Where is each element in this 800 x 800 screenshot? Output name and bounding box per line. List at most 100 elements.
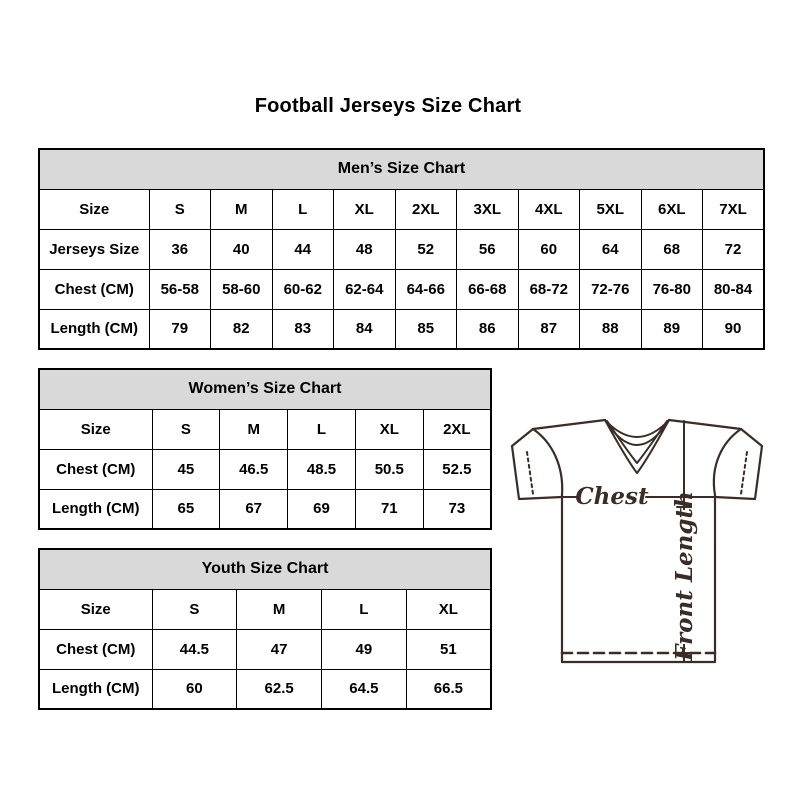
table-row: Length (CM) 60 62.5 64.5 66.5 [38, 668, 492, 710]
table-row: Chest (CM) 45 46.5 48.5 50.5 52.5 [38, 448, 492, 490]
womens-size-table: Women’s Size Chart Size S M L XL 2XL Chest (CM)… [38, 368, 492, 530]
value-cell: 66-68 [456, 268, 519, 310]
value-cell: 68-72 [517, 268, 580, 310]
table-row: Size S M L XL 2XL 3XL 4XL 5XL 6XL 7XL [38, 188, 765, 230]
value-cell: 65 [151, 488, 221, 530]
chest-label: Chest [575, 483, 649, 510]
value-cell: 85 [394, 308, 457, 350]
value-cell: 80-84 [702, 268, 765, 310]
value-cell: 60 [151, 668, 238, 710]
value-cell: 67 [219, 488, 289, 530]
value-cell: S [151, 588, 238, 630]
value-cell: 62.5 [236, 668, 322, 710]
jersey-outline [510, 418, 764, 664]
value-cell: 44 [271, 228, 334, 270]
row-label-cell: Chest (CM) [38, 448, 153, 490]
value-cell: 51 [405, 628, 492, 670]
value-cell: S [151, 408, 221, 450]
value-cell: 60-62 [271, 268, 334, 310]
table-section-title: Youth Size Chart [38, 548, 492, 590]
value-cell: 64-66 [394, 268, 457, 310]
value-cell: 2XL [394, 188, 457, 230]
value-cell: 83 [271, 308, 334, 350]
row-label-cell: Length (CM) [38, 488, 153, 530]
value-cell: 45 [151, 448, 221, 490]
value-cell: 90 [702, 308, 765, 350]
table-section-title: Women’s Size Chart [38, 368, 492, 410]
row-label-cell: Size [38, 408, 153, 450]
row-label-cell: Chest (CM) [38, 268, 150, 310]
table-row: Length (CM) 65 67 69 71 73 [38, 488, 492, 530]
value-cell: 52.5 [422, 448, 492, 490]
value-cell: 60 [517, 228, 580, 270]
value-cell: XL [354, 408, 424, 450]
collar [604, 419, 670, 474]
jersey-measurement-diagram: Chest Front Length [500, 400, 780, 680]
value-cell: 62-64 [333, 268, 396, 310]
page-title: Football Jerseys Size Chart [254, 95, 522, 117]
value-cell: M [210, 188, 273, 230]
row-label-cell: Size [38, 188, 150, 230]
value-cell: 4XL [517, 188, 580, 230]
value-cell: 79 [148, 308, 211, 350]
table-row: Chest (CM) 44.5 47 49 51 [38, 628, 492, 670]
value-cell: 64 [579, 228, 642, 270]
value-cell: 50.5 [354, 448, 424, 490]
value-cell: 72 [702, 228, 765, 270]
value-cell: 48.5 [287, 448, 356, 490]
value-cell: 40 [210, 228, 273, 270]
value-cell: 87 [517, 308, 580, 350]
table-row: Chest (CM) 56-58 58-60 60-62 62-64 64-66 66-68… [38, 268, 765, 310]
row-label-cell: Chest (CM) [38, 628, 153, 670]
value-cell: 44.5 [151, 628, 238, 670]
front-length-label-mask [672, 510, 696, 644]
row-label-cell: Length (CM) [38, 668, 153, 710]
table-row: Size S M L XL [38, 588, 492, 630]
value-cell: M [236, 588, 322, 630]
table-row: Length (CM) 79 82 83 84 85 86 87 88 89 90 [38, 308, 765, 350]
row-label-cell: Jerseys Size [38, 228, 150, 270]
value-cell: 6XL [640, 188, 703, 230]
value-cell: 48 [333, 228, 396, 270]
youth-size-table: Youth Size Chart Size S M L XL Chest (CM) 44.5 4… [38, 548, 492, 710]
value-cell: 84 [333, 308, 396, 350]
value-cell: 66.5 [405, 668, 492, 710]
front-length-label: Front Length [671, 491, 698, 662]
value-cell: 72-76 [579, 268, 642, 310]
sleeve-cuff-dotted-lines [526, 451, 748, 495]
jersey-diagram-svg: Chest Front Length [510, 418, 764, 664]
table-section-title: Men’s Size Chart [38, 148, 765, 190]
value-cell: S [148, 188, 211, 230]
value-cell: 36 [148, 228, 211, 270]
value-cell: 52 [394, 228, 457, 270]
table-row: Jerseys Size 36 40 44 48 52 56 60 64 68 72 [38, 228, 765, 270]
table-row: Size S M L XL 2XL [38, 408, 492, 450]
value-cell: XL [333, 188, 396, 230]
value-cell: 2XL [422, 408, 492, 450]
value-cell: 5XL [579, 188, 642, 230]
value-cell: XL [405, 588, 492, 630]
value-cell: 47 [236, 628, 322, 670]
value-cell: 49 [321, 628, 407, 670]
row-label-cell: Size [38, 588, 153, 630]
value-cell: 89 [640, 308, 703, 350]
value-cell: 71 [354, 488, 424, 530]
value-cell: 7XL [702, 188, 765, 230]
value-cell: 76-80 [640, 268, 703, 310]
value-cell: 58-60 [210, 268, 273, 310]
value-cell: 56 [456, 228, 519, 270]
value-cell: M [219, 408, 289, 450]
value-cell: L [271, 188, 334, 230]
value-cell: 88 [579, 308, 642, 350]
value-cell: 68 [640, 228, 703, 270]
mens-size-table: Men’s Size Chart Size S M L XL 2XL 3XL 4XL 5XL 6XL… [38, 148, 765, 350]
value-cell: 56-58 [148, 268, 211, 310]
value-cell: 82 [210, 308, 273, 350]
value-cell: L [321, 588, 407, 630]
value-cell: 69 [287, 488, 356, 530]
value-cell: 73 [422, 488, 492, 530]
row-label-cell: Length (CM) [38, 308, 150, 350]
value-cell: L [287, 408, 356, 450]
value-cell: 86 [456, 308, 519, 350]
value-cell: 3XL [456, 188, 519, 230]
